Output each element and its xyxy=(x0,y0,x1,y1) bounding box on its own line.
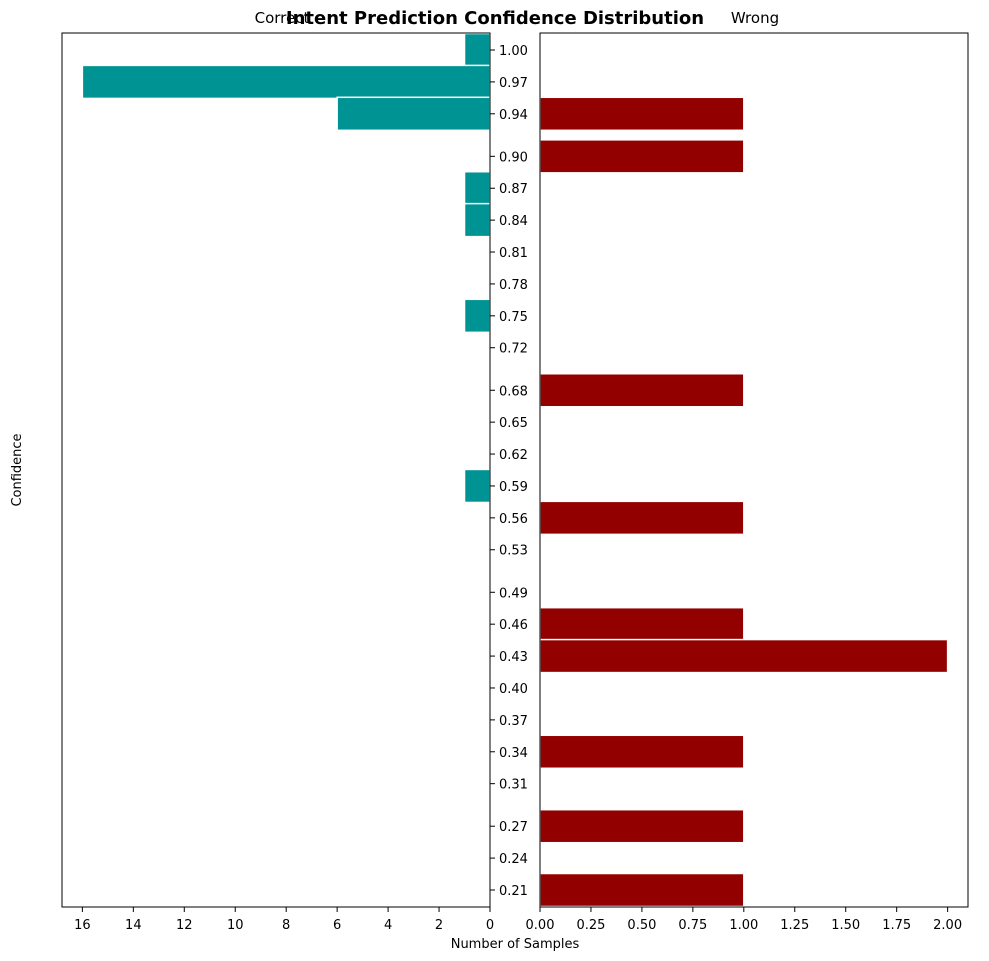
y-tick-label: 0.24 xyxy=(499,852,528,867)
y-tick-label: 0.37 xyxy=(499,714,528,729)
x-tick-label-wrong: 1.00 xyxy=(729,918,758,933)
ticks-layer: 1.00 0.97 0.94 0.90 0.87 0.84 0.81 0.78 0.75 0.72… xyxy=(74,44,962,933)
x-tick-label-correct: 4 xyxy=(384,918,392,933)
bar-wrong xyxy=(539,96,745,132)
y-tick-label: 0.34 xyxy=(499,746,528,761)
x-tick-label-correct: 14 xyxy=(125,918,142,933)
bar-wrong xyxy=(539,139,745,174)
y-tick-label: 0.27 xyxy=(499,820,528,835)
y-tick-label: 0.53 xyxy=(499,544,528,559)
y-tick-label: 0.81 xyxy=(499,246,528,261)
y-tick-label: 0.43 xyxy=(499,650,528,665)
x-tick-label-wrong: 0.00 xyxy=(526,918,555,933)
x-tick-label-wrong: 0.25 xyxy=(576,918,605,933)
bar-correct xyxy=(336,96,491,132)
y-tick-label: 0.75 xyxy=(499,310,528,325)
panel-frame-wrong xyxy=(539,32,969,908)
bar-correct xyxy=(463,202,491,238)
y-tick-label: 0.84 xyxy=(499,214,528,229)
x-tick-label-wrong: 2.00 xyxy=(933,918,962,933)
bar-wrong xyxy=(539,734,745,770)
y-tick-label: 0.46 xyxy=(499,618,528,633)
x-tick-label-correct: 2 xyxy=(435,918,443,933)
y-axis-label: Confidence xyxy=(10,433,25,506)
y-tick-label: 0.40 xyxy=(499,682,528,697)
y-tick-label: 0.56 xyxy=(499,512,528,527)
x-tick-label-correct: 10 xyxy=(227,918,244,933)
bars-layer xyxy=(81,32,949,908)
y-tick-label: 0.87 xyxy=(499,182,528,197)
y-tick-label: 0.78 xyxy=(499,278,528,293)
bar-wrong xyxy=(539,606,745,642)
panel-title-wrong: Wrong xyxy=(731,9,779,27)
bar-wrong xyxy=(539,373,745,408)
y-tick-label: 0.21 xyxy=(499,884,528,899)
y-tick-label: 0.97 xyxy=(499,76,528,91)
bar-correct xyxy=(463,32,491,68)
bar-correct xyxy=(81,64,491,100)
x-tick-label-correct: 8 xyxy=(282,918,290,933)
panel-frame-correct xyxy=(61,32,491,908)
x-tick-label-correct: 0 xyxy=(486,918,494,933)
bar-correct xyxy=(463,468,491,504)
chart-title: Intent Prediction Confidence Distributio… xyxy=(286,8,704,29)
bar-wrong xyxy=(539,500,745,536)
x-tick-label-wrong: 1.25 xyxy=(780,918,809,933)
x-tick-label-wrong: 0.75 xyxy=(678,918,707,933)
x-tick-label-wrong: 1.75 xyxy=(882,918,911,933)
y-tick-label: 0.72 xyxy=(499,342,528,357)
bar-correct xyxy=(463,298,491,334)
y-tick-label: 0.31 xyxy=(499,778,528,793)
y-tick-label: 0.68 xyxy=(499,384,528,399)
x-axis-label: Number of Samples xyxy=(451,937,580,952)
x-tick-label-correct: 6 xyxy=(333,918,341,933)
x-tick-label-wrong: 1.50 xyxy=(831,918,860,933)
y-tick-label: 0.94 xyxy=(499,108,528,123)
y-tick-label: 0.90 xyxy=(499,150,528,165)
x-tick-label-wrong: 0.50 xyxy=(627,918,656,933)
x-tick-label-correct: 12 xyxy=(176,918,193,933)
x-tick-label-correct: 16 xyxy=(74,918,91,933)
bar-wrong xyxy=(539,872,745,908)
bar-wrong xyxy=(539,808,745,844)
panel-title-correct: Correct xyxy=(255,9,310,27)
y-tick-label: 0.62 xyxy=(499,448,528,463)
y-tick-label: 0.59 xyxy=(499,480,528,495)
bar-wrong xyxy=(539,638,949,674)
y-tick-label: 0.49 xyxy=(499,586,528,601)
axes-layer xyxy=(61,32,969,908)
y-tick-label: 0.65 xyxy=(499,416,528,431)
bar-correct xyxy=(463,170,491,206)
y-tick-label: 1.00 xyxy=(499,44,528,59)
